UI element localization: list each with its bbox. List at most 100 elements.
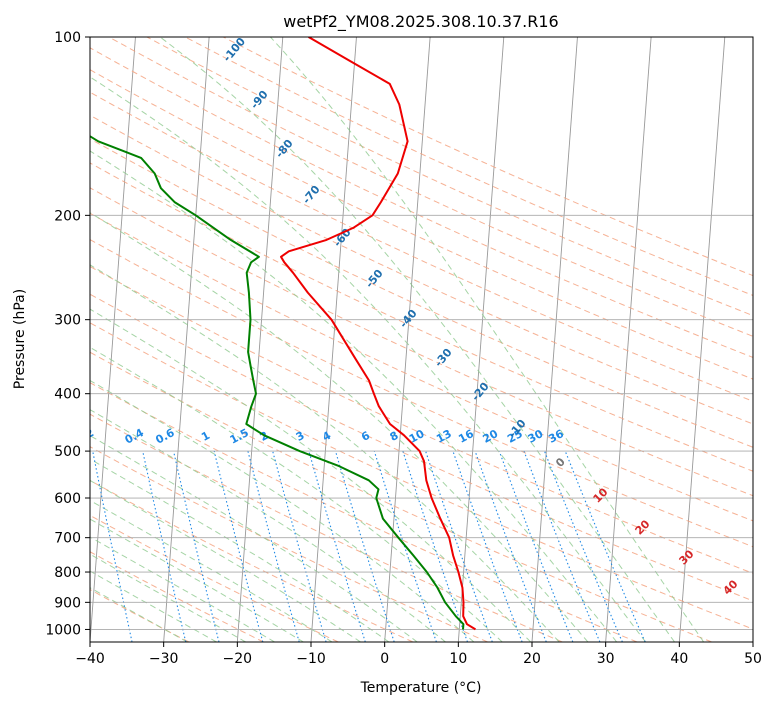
mixing-ratio-line	[92, 450, 133, 642]
plot-frame	[89, 36, 754, 643]
dry-adiabat-line	[108, 37, 753, 337]
dry-adiabat-line	[90, 413, 563, 642]
mixing-ratio-label: 3	[294, 429, 307, 444]
moist-adiabat-line	[90, 308, 532, 642]
mixing-ratio-line	[543, 450, 623, 642]
moist-adiabat-line	[90, 570, 217, 642]
x-tick-label: −10	[296, 651, 326, 667]
moist-adiabat-line	[270, 37, 705, 642]
dry-adiabat-line	[184, 37, 753, 296]
mixing-ratio-label: 0.6	[153, 426, 177, 447]
moist-adiabat-line	[90, 499, 333, 642]
moist-adiabat-line	[90, 346, 503, 642]
x-tick-label: 20	[523, 651, 541, 667]
y-tick-label: 900	[54, 595, 81, 611]
mixing-ratio-label: 10	[407, 427, 427, 446]
mixing-ratio-lines	[92, 450, 646, 642]
sounding-series	[90, 37, 477, 631]
mixing-ratio-label: 36	[546, 427, 566, 446]
y-tick-label: 600	[54, 491, 81, 507]
mixing-ratio-label: 0.1	[26, 426, 49, 447]
moist-adiabat-label: -50	[363, 267, 386, 291]
mixing-ratio-line	[373, 450, 437, 642]
dry-adiabat-line	[90, 479, 414, 642]
mixing-ratio-line	[425, 450, 493, 642]
moist-adiabat-line	[90, 150, 618, 642]
moist-adiabat-label: -100	[220, 35, 248, 65]
dry-adiabat-lines	[90, 37, 753, 642]
x-axis-label: Temperature (°C)	[360, 680, 482, 696]
y-tick-label: 200	[54, 208, 81, 224]
mixing-ratio-label: 1	[199, 429, 212, 444]
isotherm-line	[384, 37, 431, 642]
moist-adiabat-line	[90, 212, 589, 642]
moist-adiabat-line	[90, 553, 246, 642]
mixing-ratio-line	[308, 450, 366, 642]
dry-adiabat-line	[90, 446, 488, 642]
mixing-ratio-label: 25	[505, 427, 525, 446]
moist-adiabat-label: -20	[469, 380, 492, 404]
mixing-ratio-line	[213, 450, 264, 642]
dry-adiabat-line	[90, 238, 753, 548]
overlay-labels: 0.1 0.2 0.4 0.6 1 1.5 2 3 4 6 8 10 13 16 20 25 30 36-100-…	[26, 35, 741, 598]
x-tick-label: 10	[449, 651, 467, 667]
isotherm-line	[752, 635, 753, 642]
isotherm-line	[678, 37, 726, 642]
moist-adiabat-label: -40	[397, 307, 420, 331]
mixing-ratio-label: 20	[481, 427, 501, 446]
mixing-ratio-label: 30	[526, 427, 546, 446]
y-tick-label: 400	[54, 387, 81, 403]
moist-adiabat-label: -90	[248, 88, 271, 112]
dry-adiabat-line	[90, 114, 753, 425]
mixing-ratio-line	[142, 450, 187, 642]
mixing-ratio-line	[272, 450, 327, 642]
moist-adiabat-line	[90, 479, 361, 642]
y-tick-label: 300	[54, 313, 81, 329]
isotherm-line	[457, 37, 505, 642]
adiabat-label: 0	[553, 455, 568, 470]
mixing-ratio-line	[564, 450, 646, 642]
plot-area: 0.1 0.2 0.4 0.6 1 1.5 2 3 4 6 8 10 13 16 20 25 30 36-100-…	[26, 35, 753, 642]
y-tick-label: 500	[54, 444, 81, 460]
isotherm-line	[163, 37, 210, 642]
moist-adiabat-line	[90, 536, 275, 642]
moist-adiabat-line	[90, 587, 188, 642]
moist-adiabat-line	[90, 409, 446, 642]
x-tick-label: −20	[223, 651, 253, 667]
moist-adiabat-line	[159, 37, 675, 642]
mixing-ratio-label: 0.4	[123, 426, 147, 447]
dry-adiabat-line	[90, 351, 712, 642]
x-tick-label: −30	[149, 651, 179, 667]
dry-adiabat-line	[90, 382, 638, 642]
dry-adiabat-line	[146, 37, 753, 317]
mixing-ratio-label: 16	[456, 427, 476, 446]
y-tick-label: 800	[54, 565, 81, 581]
moist-adiabat-line	[90, 76, 646, 642]
moist-adiabat-line	[90, 264, 560, 642]
x-tick-label: 50	[744, 651, 762, 667]
y-tick-label: 700	[54, 531, 81, 547]
mixing-ratio-label: 6	[359, 429, 372, 444]
mixing-ratio-label: 4	[320, 429, 333, 444]
isotherm-line	[605, 37, 652, 642]
x-tick-label: 30	[597, 651, 615, 667]
mixing-ratio-line	[334, 450, 395, 642]
temperature-profile	[280, 37, 477, 631]
mixing-ratio-line	[523, 450, 601, 642]
dewpoint-profile	[90, 135, 465, 630]
dry-adiabat-line	[90, 212, 753, 522]
y-axis-label: Pressure (hPa)	[12, 289, 28, 389]
pressure-gridlines	[90, 37, 753, 630]
moist-adiabat-line	[90, 518, 304, 642]
isotherm-line	[531, 37, 578, 642]
mixing-ratio-line	[172, 450, 220, 642]
adiabat-label: 20	[633, 517, 653, 537]
mixing-ratio-line	[474, 450, 547, 642]
y-tick-label: 100	[54, 30, 81, 46]
mixing-ratio-line	[452, 450, 523, 642]
dry-adiabat-line	[90, 514, 339, 642]
chart-title: wetPf2_YM08.2025.308.10.37.R16	[283, 12, 558, 32]
moist-adiabat-label: -80	[273, 137, 296, 161]
dry-adiabat-line	[90, 322, 753, 630]
